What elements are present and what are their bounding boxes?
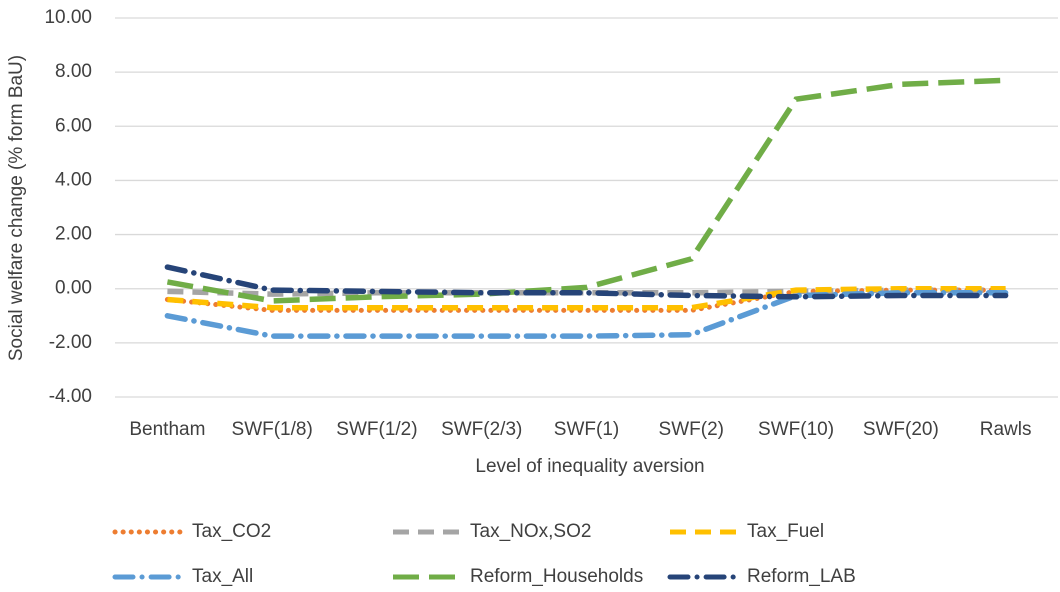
legend-label: Tax_NOx,SO2	[470, 521, 591, 542]
y-tick-label: -2.00	[49, 332, 92, 353]
y-tick-label: 2.00	[55, 224, 92, 245]
x-axis-title: Level of inequality aversion	[475, 456, 704, 477]
y-tick-label: 4.00	[55, 169, 92, 190]
x-tick-label: Bentham	[129, 419, 205, 440]
legend-label: Reform_Households	[470, 566, 643, 587]
series-line	[164, 264, 1009, 300]
series-line	[167, 287, 1006, 297]
x-tick-label: SWF(1/8)	[232, 419, 313, 440]
y-axis-title: Social welfare change (% form BaU)	[6, 55, 27, 361]
x-tick-label: SWF(2)	[659, 419, 724, 440]
series-line	[167, 285, 1006, 311]
x-tick-label: SWF(1)	[554, 419, 619, 440]
x-tick-label: SWF(1/2)	[336, 419, 417, 440]
x-tick-label: SWF(10)	[758, 419, 834, 440]
legend-label: Tax_Fuel	[747, 521, 824, 542]
legend-label: Reform_LAB	[747, 566, 856, 587]
legend-label: Tax_All	[192, 566, 253, 587]
y-tick-label: -4.00	[49, 386, 92, 407]
y-tick-label: 8.00	[55, 61, 92, 82]
x-tick-label: SWF(20)	[863, 419, 939, 440]
series-line	[166, 77, 1006, 304]
legend-label: Tax_CO2	[192, 521, 271, 542]
y-tick-label: 6.00	[55, 115, 92, 136]
y-tick-label: 10.00	[44, 7, 92, 28]
y-tick-label: 0.00	[55, 278, 92, 299]
x-tick-label: Rawls	[980, 419, 1032, 440]
x-tick-label: SWF(2/3)	[441, 419, 522, 440]
